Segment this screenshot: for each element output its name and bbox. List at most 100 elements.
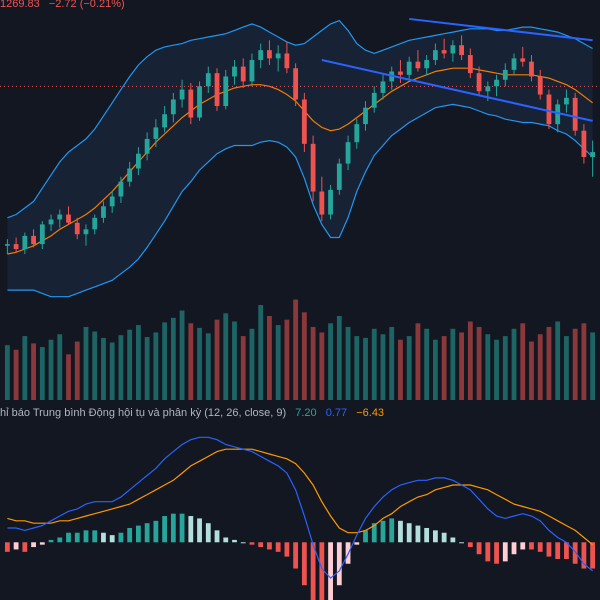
bollinger-basis-line xyxy=(7,67,593,255)
macd-histogram-bar xyxy=(572,542,578,564)
volume-bar xyxy=(109,342,115,400)
volume-bar xyxy=(83,326,89,400)
candle-body xyxy=(74,222,80,235)
candle xyxy=(109,191,115,213)
bollinger-fill xyxy=(7,20,593,297)
macd-histogram-bar xyxy=(485,542,491,562)
candle xyxy=(240,58,246,88)
candle xyxy=(590,140,596,177)
candle xyxy=(494,74,499,97)
signal-value: 0.77 xyxy=(325,407,348,419)
candle xyxy=(572,92,578,136)
candle xyxy=(354,119,360,149)
volume-bar xyxy=(363,337,368,400)
macd-histogram-bar xyxy=(275,542,281,552)
candle-body xyxy=(476,73,482,92)
candle xyxy=(232,60,237,85)
volume-bar xyxy=(450,328,456,400)
macd-histogram-bar xyxy=(170,513,176,543)
candle xyxy=(144,132,150,161)
candle-body xyxy=(485,86,491,92)
volume-bar xyxy=(275,325,281,400)
macd-histogram-bar xyxy=(232,539,237,543)
macd-pane xyxy=(4,436,596,600)
candle xyxy=(476,66,482,97)
volume-bar xyxy=(494,339,499,400)
candle xyxy=(371,86,377,113)
macd-histogram-bar xyxy=(13,542,19,550)
candle xyxy=(328,184,333,220)
macd-histogram-bar xyxy=(284,542,290,557)
volume-bar xyxy=(31,343,36,400)
macd-histogram-bar xyxy=(118,532,124,543)
candle-body xyxy=(581,130,587,157)
macd-histogram-bar xyxy=(188,516,194,543)
candle-body xyxy=(170,99,176,115)
macd-histogram-bar xyxy=(564,542,569,559)
macd-legend[interactable]: hỉ báo Trung bình Động hội tụ và phân kỳ… xyxy=(0,407,390,421)
candle-body xyxy=(336,163,342,190)
volume-bar xyxy=(546,326,552,400)
candle xyxy=(13,237,19,253)
candle xyxy=(267,40,272,65)
macd-value: 7.20 xyxy=(295,407,317,419)
volume-bar xyxy=(13,349,19,400)
volume-bar xyxy=(223,313,229,400)
macd-histogram-bar xyxy=(57,537,63,543)
candle xyxy=(31,229,36,248)
macd-histogram-bar xyxy=(205,523,211,543)
candle xyxy=(415,50,421,72)
macd-histogram-bar xyxy=(310,542,316,600)
candle-body xyxy=(354,124,360,143)
macd-histogram-bar xyxy=(92,530,98,543)
volume-bar xyxy=(267,316,272,400)
candle-body xyxy=(450,45,456,54)
candle xyxy=(459,35,465,61)
macd-histogram-bar xyxy=(371,523,377,543)
volume-bar xyxy=(188,323,194,400)
volume-bar xyxy=(476,326,482,400)
candle-body xyxy=(162,114,168,128)
macd-histogram-bar xyxy=(502,542,508,562)
candle xyxy=(529,55,534,82)
macd-histogram-bar xyxy=(293,542,299,569)
candle-body xyxy=(188,89,194,118)
candle xyxy=(450,40,456,62)
volume-bar xyxy=(441,336,447,400)
bollinger-upper-line xyxy=(7,19,593,219)
candle xyxy=(555,99,561,133)
macd-histogram-bar xyxy=(267,542,272,550)
macd-histogram-bar xyxy=(66,532,71,543)
candle-body xyxy=(529,61,534,77)
candle-body xyxy=(83,229,89,235)
candle xyxy=(546,89,552,130)
candle-body xyxy=(564,97,569,105)
candle xyxy=(301,92,307,153)
candle xyxy=(66,206,71,225)
volume-bar xyxy=(371,328,377,400)
candle xyxy=(441,38,447,59)
volume-bar xyxy=(590,332,596,400)
macd-histogram-bar xyxy=(4,542,10,552)
bollinger-lower-line xyxy=(7,103,594,298)
volume-pane xyxy=(4,299,596,400)
macd-histogram-bar xyxy=(511,542,517,555)
macd-histogram-bar xyxy=(301,542,307,586)
macd-histogram-bar xyxy=(494,542,499,564)
candle xyxy=(127,161,133,187)
volume-bar xyxy=(345,326,351,400)
candle-body xyxy=(380,81,386,93)
macd-histogram-bar xyxy=(101,532,106,543)
candle-body xyxy=(118,181,124,197)
candle xyxy=(153,119,159,148)
candle-body xyxy=(101,206,106,218)
candle xyxy=(188,83,194,125)
macd-histogram-bar xyxy=(354,542,360,545)
volume-bar xyxy=(118,335,124,400)
volume-bar xyxy=(22,336,28,400)
candle-body xyxy=(275,53,281,59)
volume-bar xyxy=(92,331,98,400)
macd-line xyxy=(7,436,593,579)
